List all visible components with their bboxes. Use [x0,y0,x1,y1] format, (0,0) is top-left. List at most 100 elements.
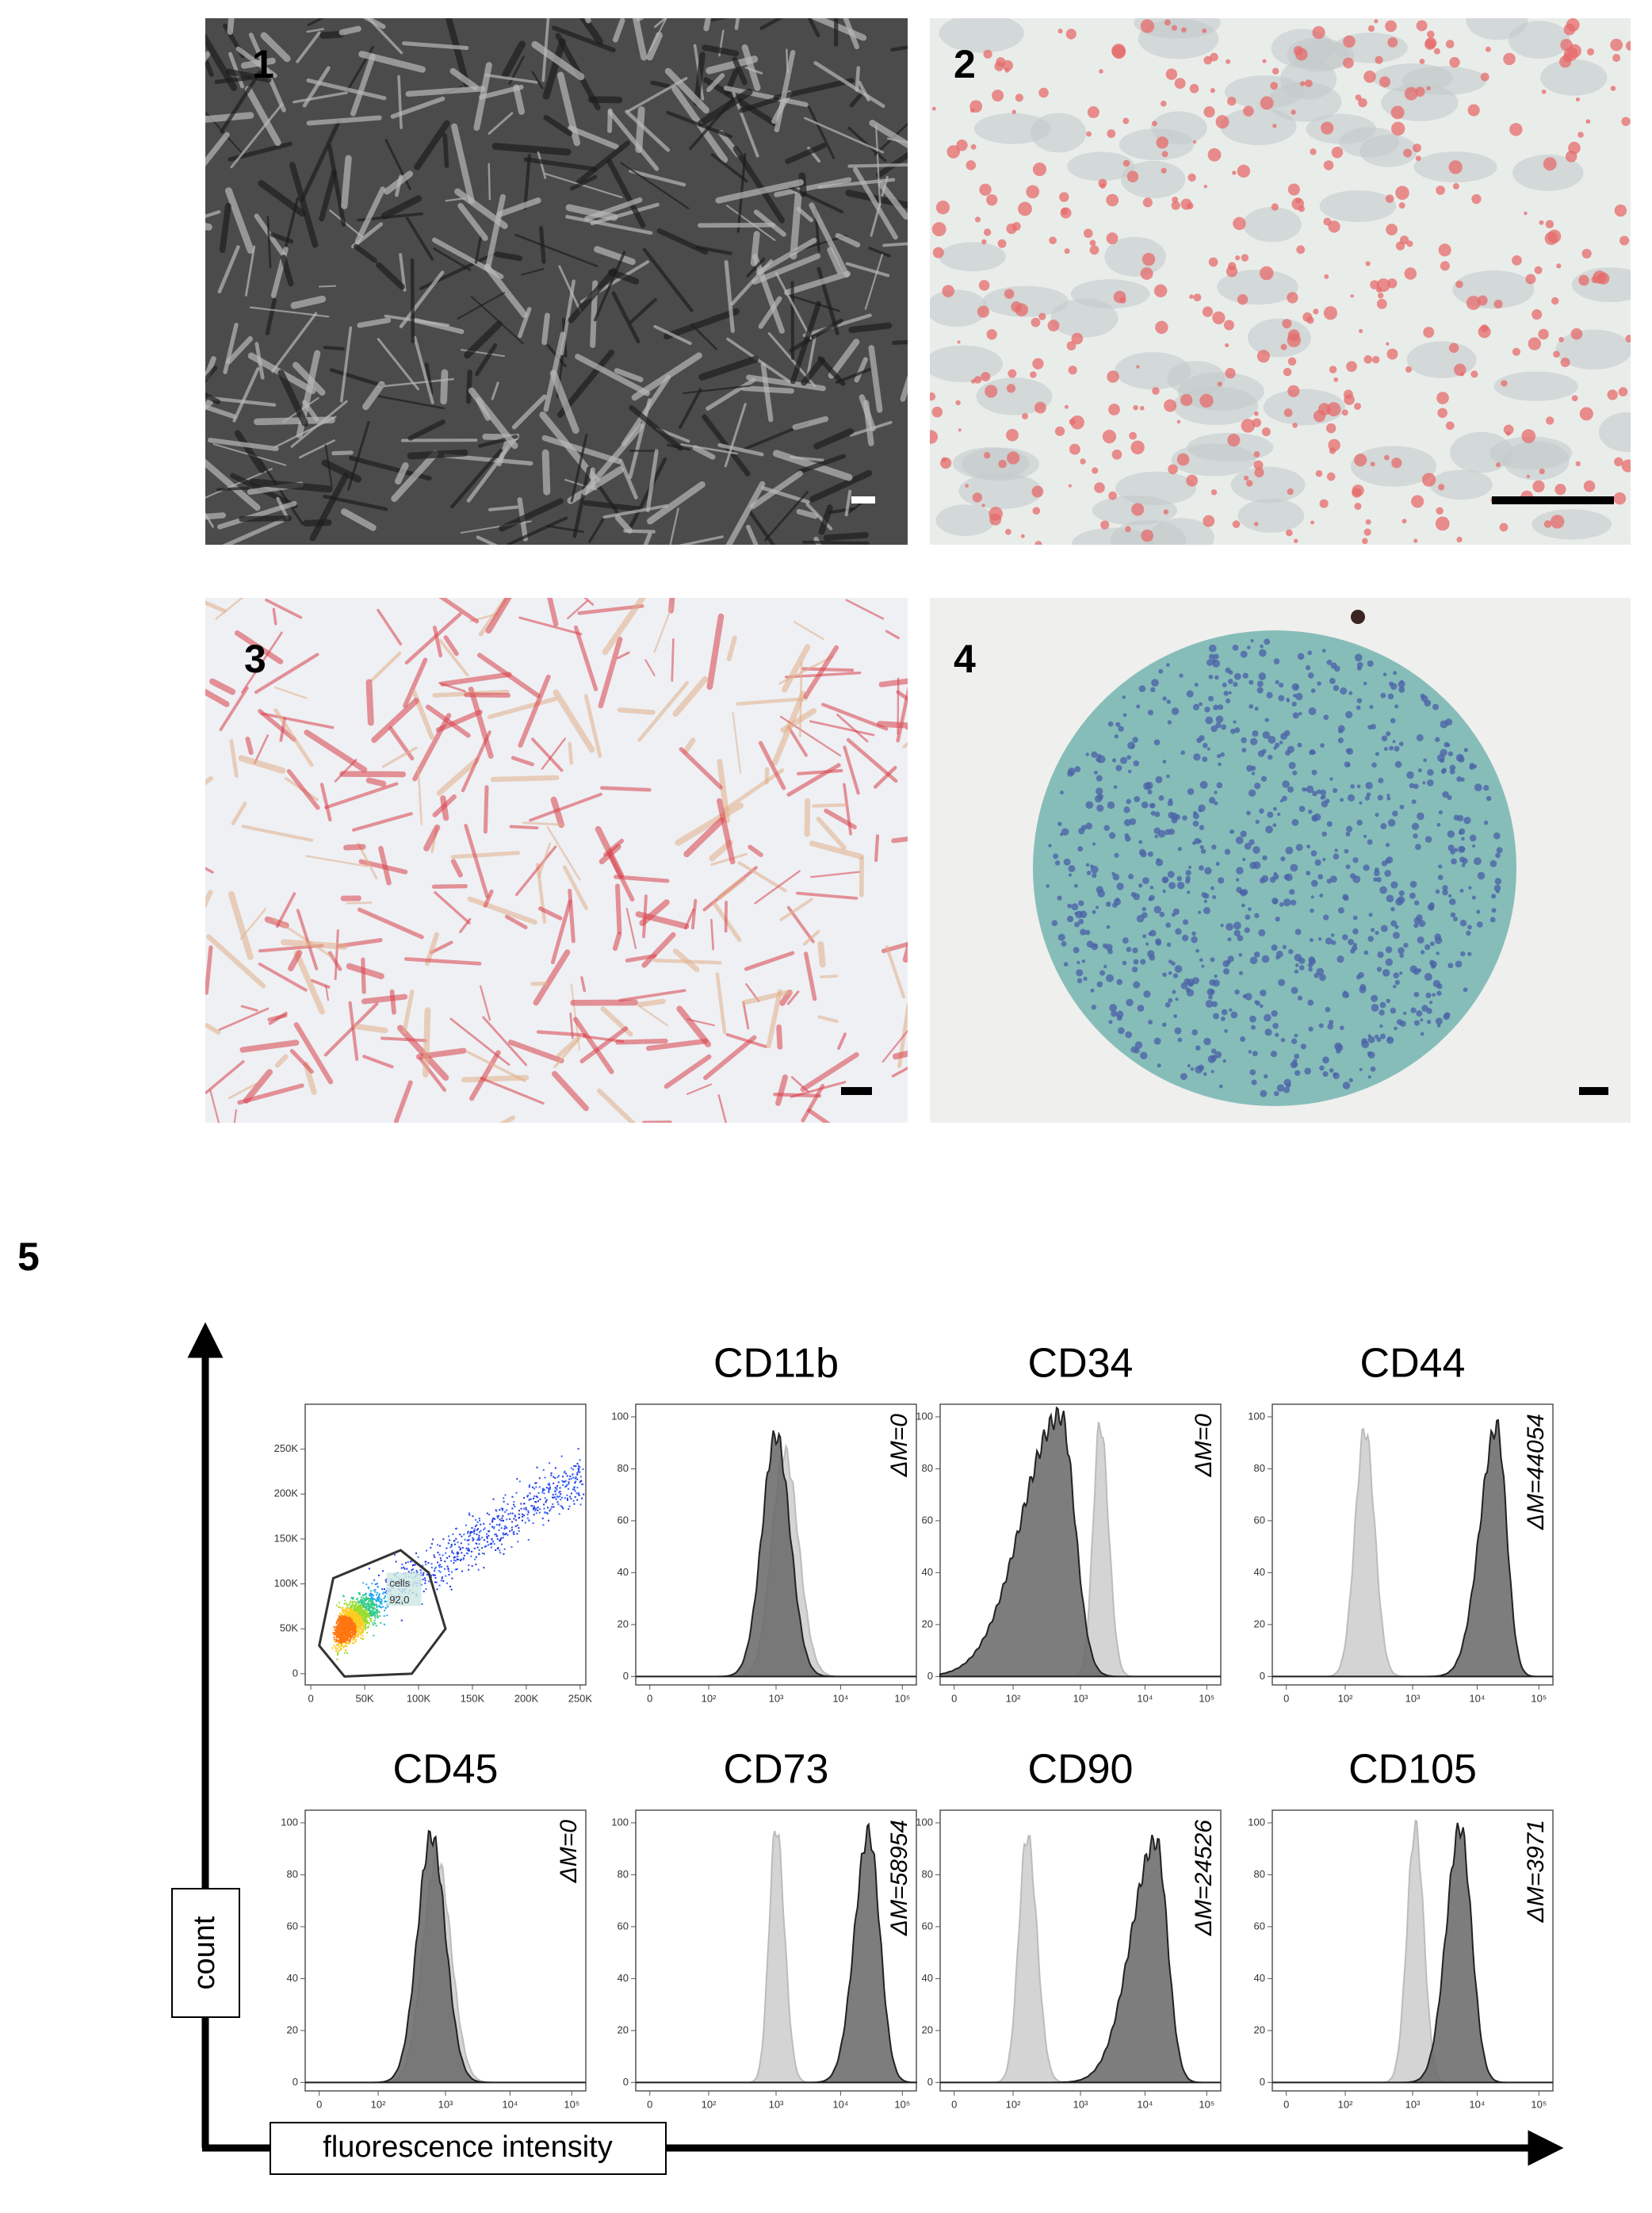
nuclei [1417,936,1424,944]
event [364,1602,366,1604]
event [379,1606,381,1608]
event [462,1556,465,1559]
nuclei [1114,852,1119,858]
nuclei [1057,895,1062,901]
nuclei [1244,927,1250,933]
cell [642,247,694,312]
event [376,1613,378,1615]
stain [837,1032,847,1051]
nucleus [1508,21,1570,59]
stain [423,1007,431,1078]
nuclei [1130,891,1137,898]
event [441,1577,443,1579]
event [349,1602,351,1605]
nuclei [1171,961,1176,967]
x-tick-label: 10³ [769,2098,784,2110]
event [351,1629,354,1631]
stain [598,636,623,709]
nuclei [1097,755,1106,764]
cell [273,415,337,449]
cell [631,352,702,401]
cell [698,222,776,228]
event [376,1599,378,1602]
lipid-droplet [1547,229,1562,243]
stain [690,898,698,930]
event [338,1650,340,1652]
event [346,1620,348,1622]
cell [240,57,276,69]
nuclei [1329,1068,1334,1073]
nuclei [1099,970,1106,976]
nuclei [1477,871,1486,880]
stain [365,777,387,787]
nuclei [1204,706,1210,713]
nuclei [1411,799,1417,805]
event [354,1629,356,1631]
event [462,1558,465,1560]
x-tick-label: 10² [702,1692,717,1704]
nuclei [1344,848,1349,854]
lipid-droplet [1467,104,1480,117]
nucleus [1224,75,1305,109]
event [349,1613,351,1615]
event [503,1500,505,1503]
event [369,1616,371,1618]
event [422,1564,424,1567]
nuclei [1249,839,1255,845]
nuclei [1297,653,1305,660]
x-tick-label: 10⁵ [1199,2098,1214,2110]
event [351,1617,354,1619]
event [344,1644,346,1647]
nuclei [1440,769,1446,775]
nuclei [1403,1011,1407,1016]
lipid-droplet [1323,160,1334,170]
lipid-droplet [1495,462,1501,468]
stain [205,775,213,786]
lipid-droplet [1323,306,1337,320]
nuclei [1272,823,1277,828]
cell [625,109,671,152]
stain [389,989,396,1015]
cell [225,68,272,83]
event [373,1610,375,1613]
cell [868,247,891,258]
cell [809,469,873,503]
nuclei [1260,1089,1268,1097]
micrograph [205,18,908,545]
event [493,1543,495,1545]
event [353,1601,355,1603]
event [577,1464,579,1467]
nuclei [1454,848,1459,852]
nuclei [1185,875,1191,882]
nuclei [1291,986,1298,994]
nuclei [1191,931,1196,936]
stain [683,737,696,755]
event [354,1621,356,1623]
lipid-droplet [989,507,1003,521]
nuclei [1272,898,1279,905]
nuclei [1307,672,1314,679]
lipid-droplet [942,285,954,297]
x-axis-label: fluorescence intensity [323,2131,612,2164]
cell [205,223,212,231]
lipid-droplet [1100,520,1110,530]
event [377,1610,379,1612]
nuclei [1096,981,1103,988]
nuclei [1217,753,1222,759]
stain [797,768,843,775]
lipid-droplet [1416,20,1428,32]
nuclei [1476,909,1481,914]
y-tick-label: 0 [623,1670,629,1682]
event [379,1602,381,1605]
event [341,1630,343,1633]
nuclei [1332,787,1338,793]
y-tick-label: 250K [274,1442,299,1454]
nuclei [1417,812,1424,821]
stain [273,708,314,768]
cell [412,317,465,335]
cell [537,151,547,179]
cell [523,154,531,210]
event [500,1537,503,1540]
nuclei [1057,933,1065,941]
stain [782,644,811,693]
